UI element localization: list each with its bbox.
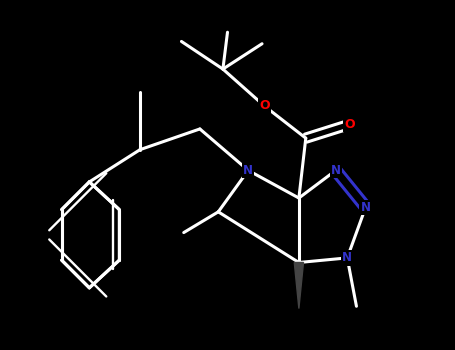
Text: N: N xyxy=(331,164,341,177)
Text: N: N xyxy=(361,201,371,214)
Text: N: N xyxy=(342,251,352,264)
Text: N: N xyxy=(243,164,253,177)
Text: O: O xyxy=(344,118,355,131)
Polygon shape xyxy=(294,262,303,309)
Text: O: O xyxy=(259,99,270,112)
